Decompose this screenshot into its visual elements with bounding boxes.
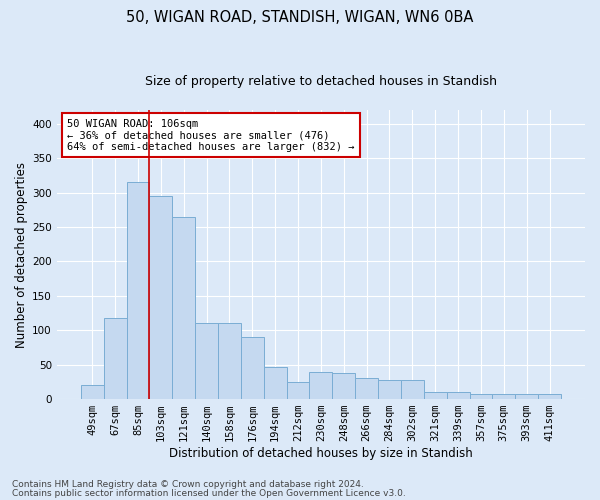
Text: 50 WIGAN ROAD: 106sqm
← 36% of detached houses are smaller (476)
64% of semi-det: 50 WIGAN ROAD: 106sqm ← 36% of detached … (67, 118, 355, 152)
Bar (470, 394, 493, 399)
Bar (310, 372, 332, 399)
Bar (172, 216, 195, 399)
Bar (195, 324, 218, 399)
Bar (424, 392, 446, 399)
Bar (355, 378, 378, 399)
Bar (332, 373, 355, 399)
Bar (127, 182, 149, 399)
Bar (241, 337, 264, 399)
Title: Size of property relative to detached houses in Standish: Size of property relative to detached ho… (145, 75, 497, 88)
Bar (515, 394, 538, 399)
Bar (264, 366, 287, 399)
Bar (104, 318, 127, 399)
Y-axis label: Number of detached properties: Number of detached properties (15, 162, 28, 348)
Bar (287, 382, 310, 399)
Bar (218, 324, 241, 399)
Bar (149, 196, 172, 399)
Text: Contains public sector information licensed under the Open Government Licence v3: Contains public sector information licen… (12, 488, 406, 498)
Bar (401, 380, 424, 399)
Bar (493, 394, 515, 399)
Bar (378, 380, 401, 399)
Text: Contains HM Land Registry data © Crown copyright and database right 2024.: Contains HM Land Registry data © Crown c… (12, 480, 364, 489)
X-axis label: Distribution of detached houses by size in Standish: Distribution of detached houses by size … (169, 447, 473, 460)
Bar (446, 392, 470, 399)
Bar (538, 394, 561, 399)
Bar (81, 386, 104, 399)
Text: 50, WIGAN ROAD, STANDISH, WIGAN, WN6 0BA: 50, WIGAN ROAD, STANDISH, WIGAN, WN6 0BA (127, 10, 473, 25)
